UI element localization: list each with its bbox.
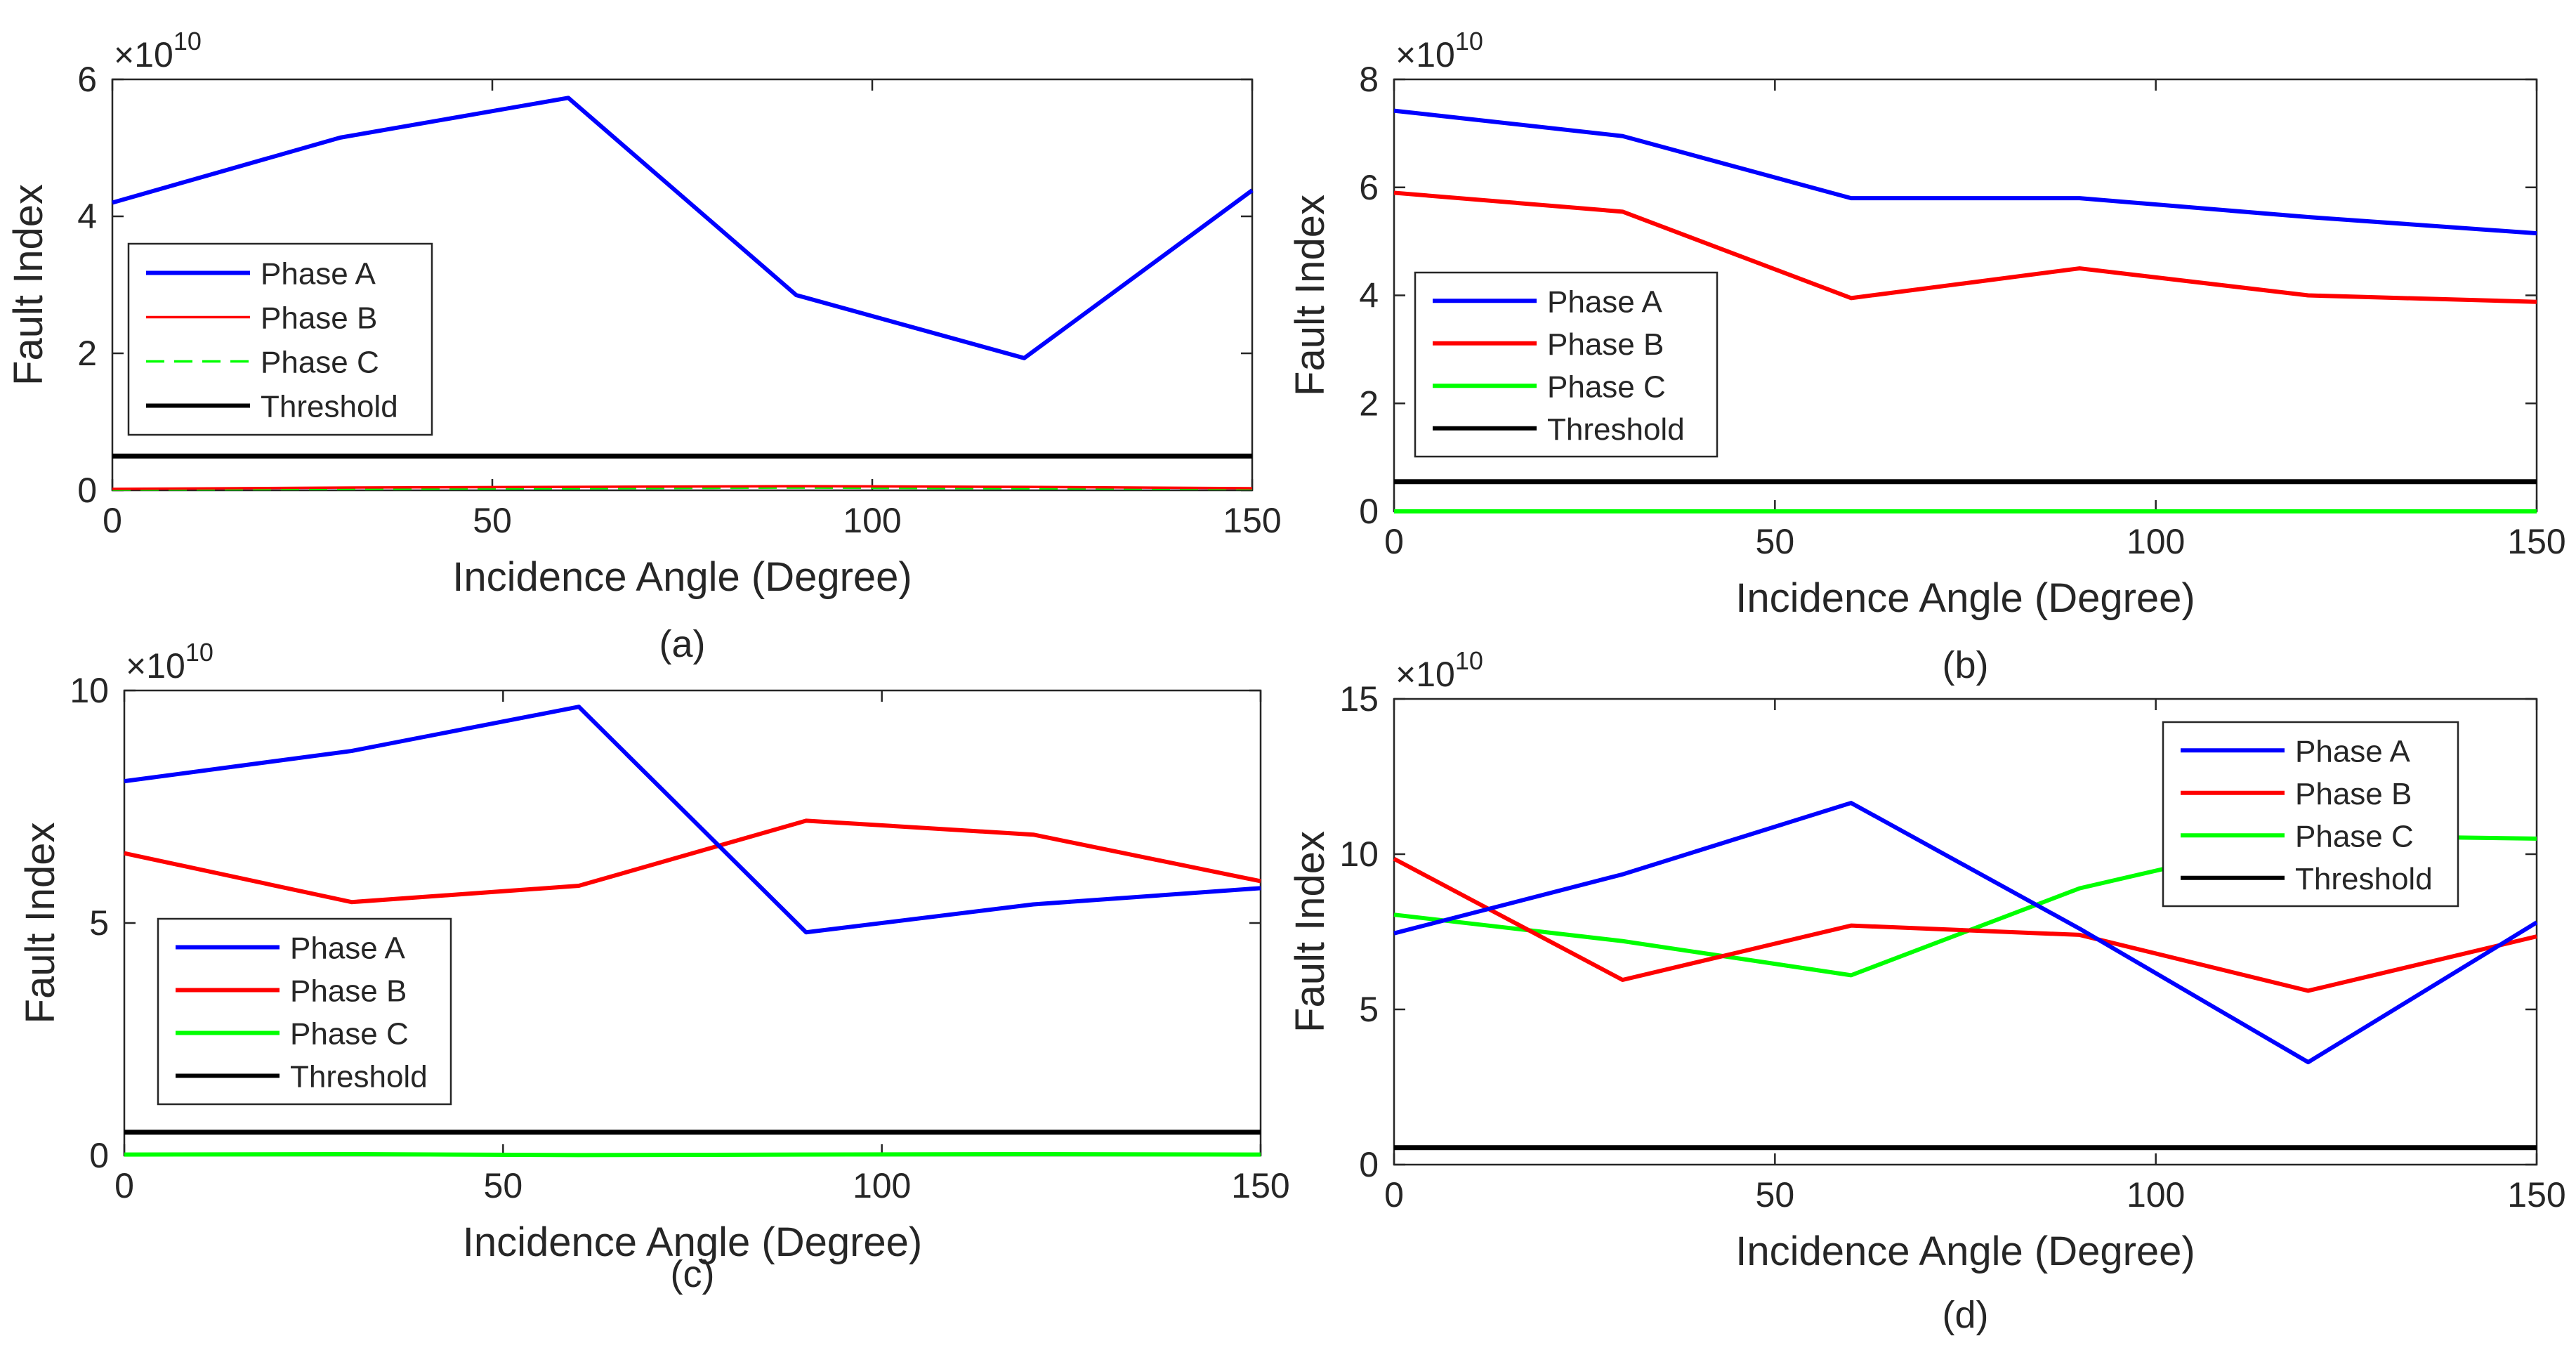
series-line-phase-a [112,96,1254,360]
legend-label-threshold: Threshold [290,1060,428,1094]
series-line-phase-a [1393,108,2537,236]
y-axis-label: Fault Index [18,823,63,1024]
exponent-base: ×10 [114,35,173,74]
legend-label-phase-c: Phase C [290,1017,409,1052]
legend-label-threshold: Threshold [1547,412,1685,447]
y-tick-label: 5 [89,903,109,943]
series-line-phase-b [1393,190,2537,304]
x-tick-label: 0 [1384,522,1404,561]
exponent-label: ×1010 [1395,27,1483,74]
x-axis-label: Incidence Angle (Degree) [1735,1229,2195,1274]
series-line-phase-b [112,485,1253,490]
x-tick-label: 50 [1756,1175,1795,1215]
y-axis-label: Fault Index [6,184,51,386]
exponent-base: ×10 [1395,35,1455,74]
y-axis-label: Fault Index [1287,831,1333,1033]
legend-label-threshold: Threshold [261,390,398,424]
y-tick-label: 10 [1339,834,1379,874]
x-tick-label: 100 [843,501,901,540]
legend-box [2162,721,2459,908]
series-line-phase-b [1393,856,2537,993]
legend: Phase A Phase B Phase C Threshold [1414,271,1719,458]
panel-caption: (b) [1943,644,1989,686]
y-tick-label: 5 [1359,990,1379,1029]
exponent-base: ×10 [1395,655,1455,694]
y-tick-label: 8 [1359,60,1379,99]
x-tick-label: 100 [2127,522,2185,561]
x-tick-label: 150 [2507,522,2565,561]
y-tick-label: 4 [77,197,97,236]
exponent-power: 10 [1455,646,1483,675]
legend-box [1414,271,1719,458]
y-tick-label: 0 [1359,492,1379,531]
y-tick-label: 0 [1359,1145,1379,1184]
series-line-phase-c [112,486,1253,491]
series-line-phase-a [124,705,1261,935]
x-tick-label: 50 [484,1166,523,1205]
x-tick-label: 150 [1223,501,1281,540]
y-tick-label: 0 [89,1136,109,1175]
panel-caption: (d) [1943,1294,1989,1336]
exponent-label: ×1010 [126,638,213,686]
x-axis-label: Incidence Angle (Degree) [452,554,912,600]
legend: Phase A Phase B Phase C Threshold [2162,721,2459,908]
legend-box [127,242,433,436]
y-tick-label: 15 [1339,679,1379,719]
legend-label-phase-b: Phase B [2295,777,2412,811]
legend: Phase A Phase B Phase C Threshold [157,917,452,1106]
exponent-power: 10 [185,638,213,667]
y-tick-label: 0 [77,471,97,510]
y-tick-label: 2 [77,334,97,373]
x-tick-label: 50 [473,501,512,540]
panel-caption: (a) [659,623,706,665]
legend-label-phase-b: Phase B [261,301,377,336]
x-tick-label: 100 [853,1166,911,1205]
x-axis-label: Incidence Angle (Degree) [463,1219,923,1265]
y-tick-label: 2 [1359,384,1379,423]
exponent-label: ×1010 [1395,646,1483,694]
exponent-power: 10 [173,27,202,55]
legend-label-phase-b: Phase B [290,974,407,1009]
x-tick-label: 150 [2507,1175,2565,1215]
legend-label-phase-c: Phase C [261,346,379,380]
y-tick-label: 6 [1359,168,1379,207]
x-tick-label: 0 [103,501,122,540]
legend-label-phase-a: Phase A [290,931,406,966]
legend: Phase A Phase B Phase C Threshold [127,242,433,436]
x-tick-label: 50 [1756,522,1795,561]
y-tick-label: 10 [70,671,109,710]
series-line-phase-c [124,1152,1261,1158]
x-tick-label: 0 [114,1166,134,1205]
series-line-phase-b [124,818,1261,905]
legend-label-phase-a: Phase A [261,257,376,292]
x-axis-label: Incidence Angle (Degree) [1735,575,2195,621]
y-tick-label: 6 [77,60,97,99]
x-tick-label: 150 [1231,1166,1289,1205]
legend-label-phase-c: Phase C [1547,369,1666,404]
x-tick-label: 100 [2127,1175,2185,1215]
legend-label-phase-c: Phase C [2295,819,2414,853]
series-line-phase-a [1393,801,2538,1065]
exponent-power: 10 [1455,27,1483,55]
legend-label-threshold: Threshold [2295,862,2433,896]
legend-box [157,917,452,1106]
exponent-label: ×1010 [114,27,202,74]
legend-label-phase-a: Phase A [2295,734,2411,768]
y-axis-label: Fault Index [1287,195,1333,396]
y-tick-label: 4 [1359,276,1379,315]
legend-label-phase-a: Phase A [1547,284,1663,319]
legend-label-phase-b: Phase B [1547,327,1664,362]
panel-caption: (c) [671,1253,715,1295]
x-tick-label: 0 [1384,1175,1404,1215]
exponent-base: ×10 [126,646,185,686]
